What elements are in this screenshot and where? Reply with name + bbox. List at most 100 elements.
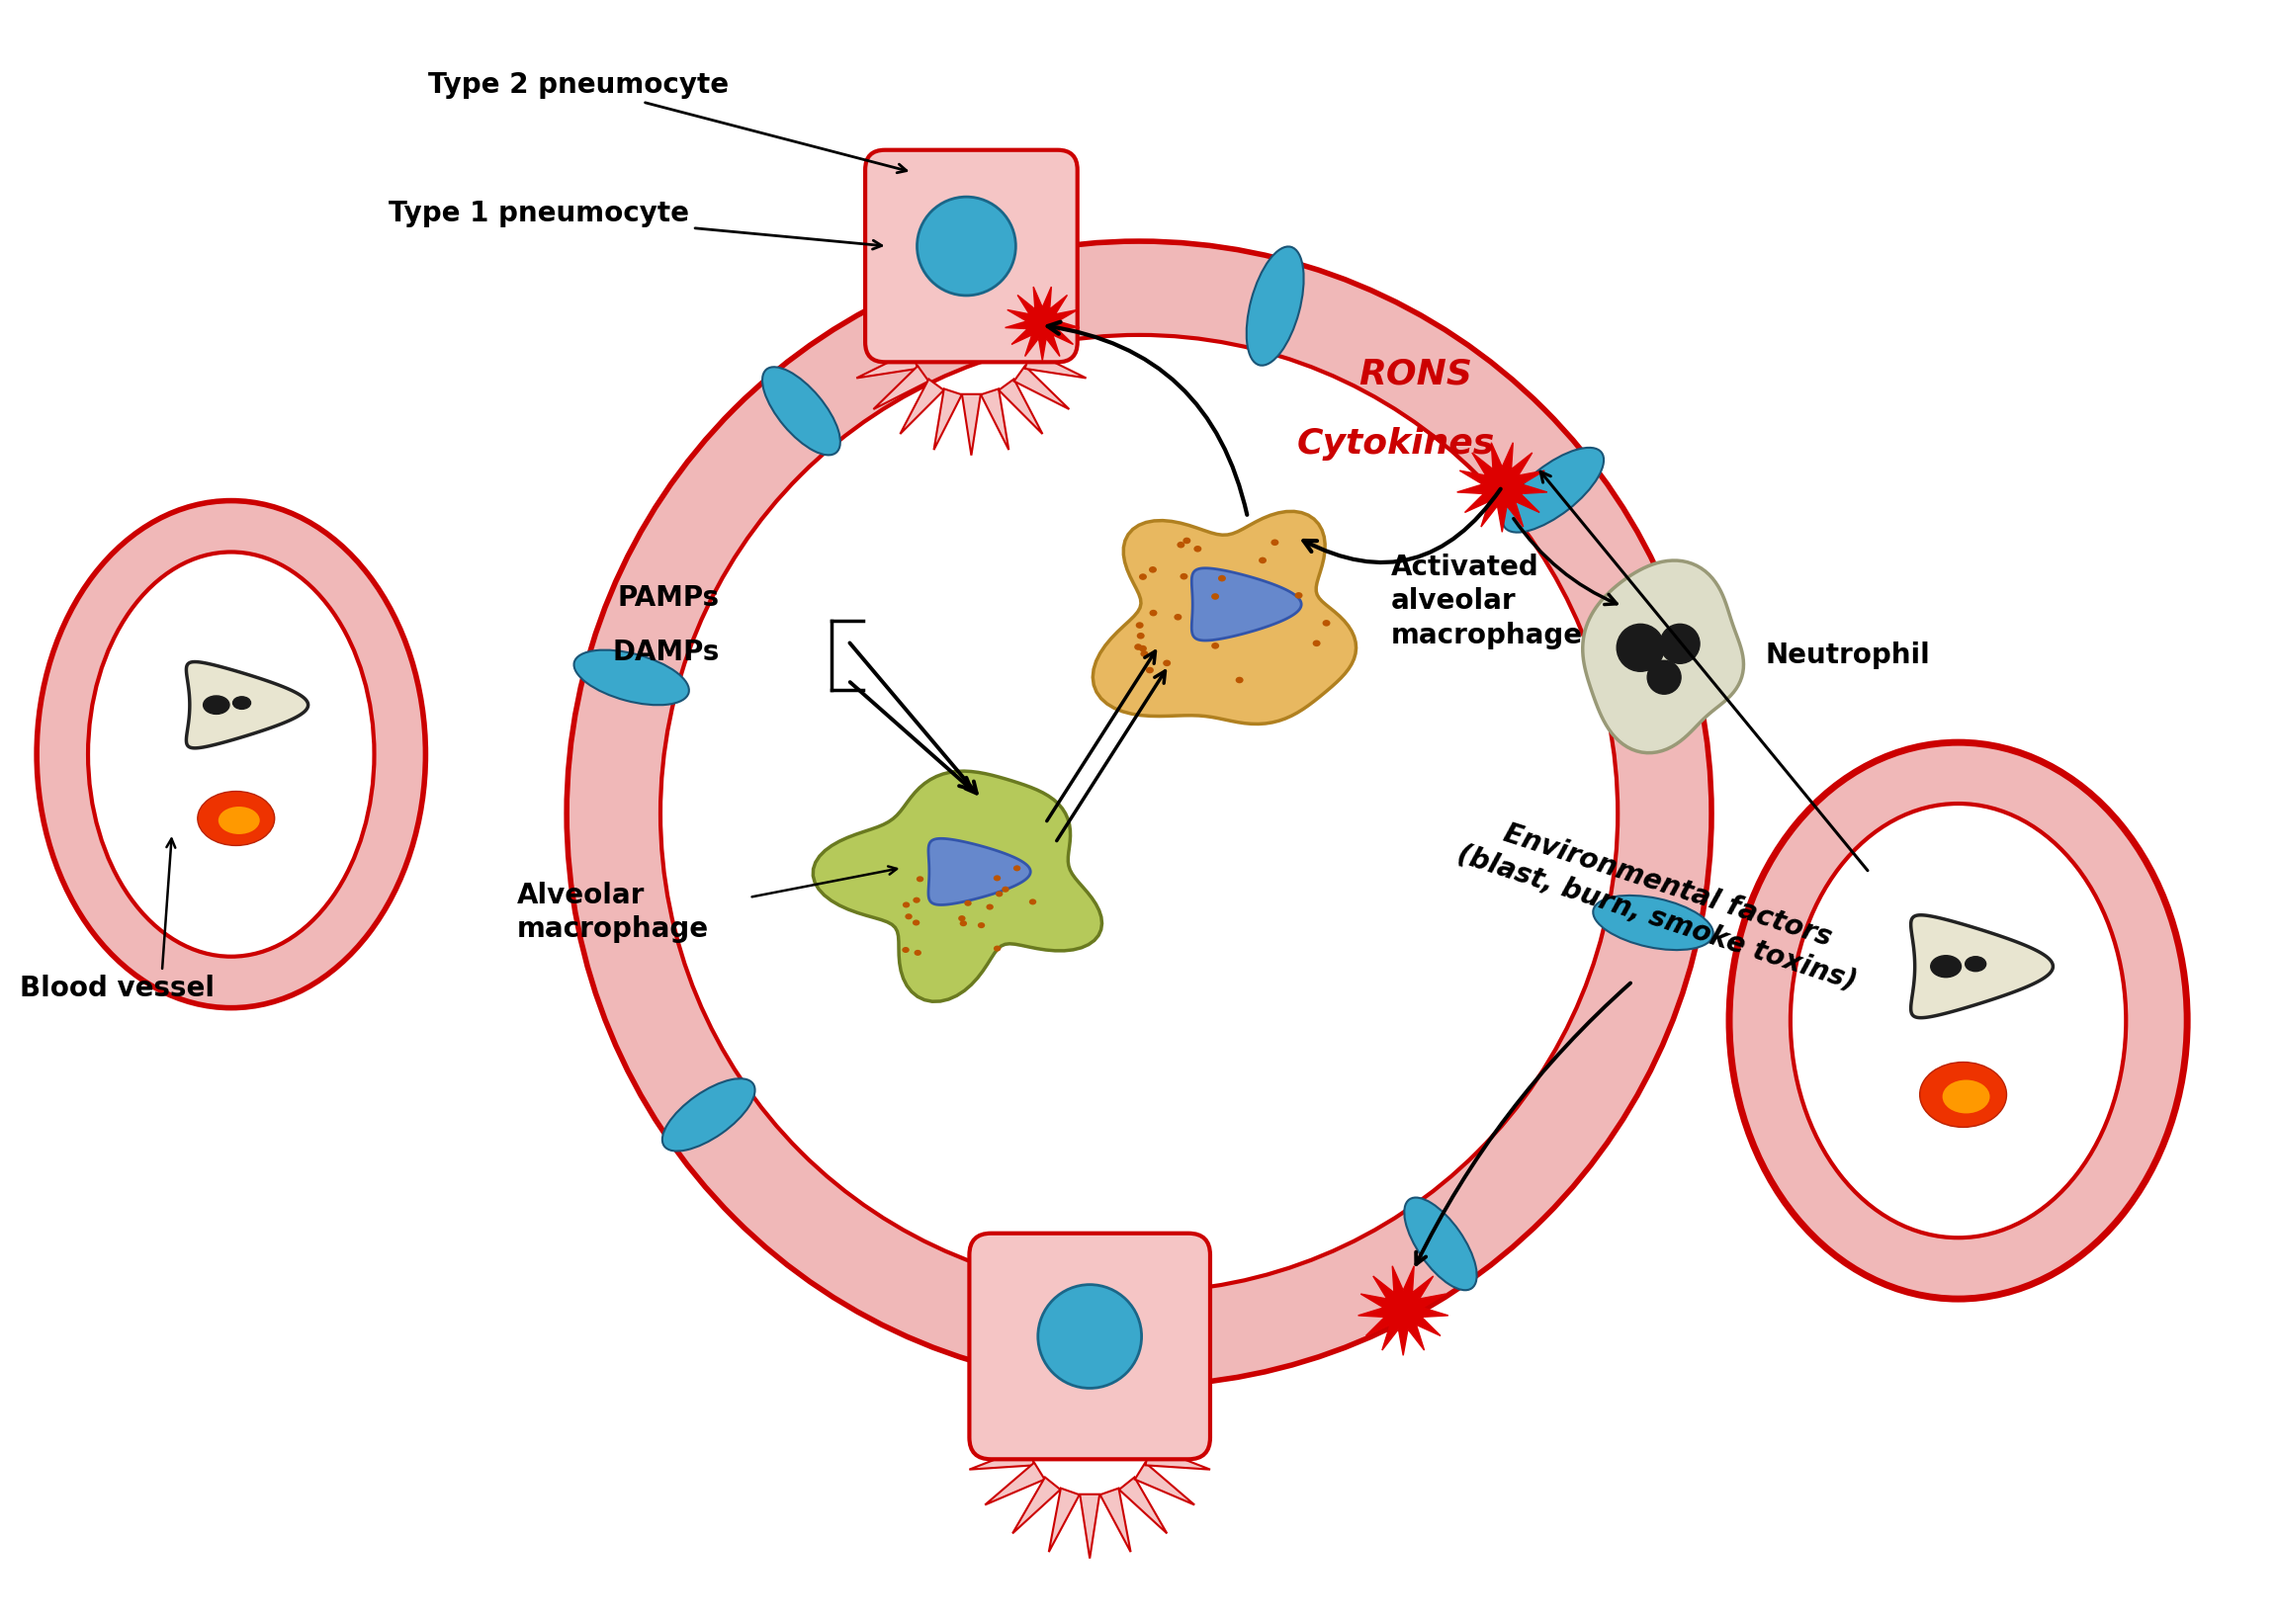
FancyBboxPatch shape	[970, 1233, 1209, 1460]
Ellipse shape	[1134, 643, 1143, 650]
Text: Environmental factors
(blast, burn, smoke toxins): Environmental factors (blast, burn, smok…	[1453, 809, 1869, 996]
Text: PAMPs: PAMPs	[617, 585, 720, 612]
Ellipse shape	[219, 807, 260, 835]
Ellipse shape	[1312, 640, 1321, 646]
Ellipse shape	[1236, 677, 1243, 684]
Polygon shape	[1100, 1488, 1132, 1553]
Text: Type 2 pneumocyte: Type 2 pneumocyte	[428, 71, 906, 172]
Text: Neutrophil: Neutrophil	[1765, 641, 1931, 669]
Text: DAMPs: DAMPs	[613, 638, 720, 666]
Ellipse shape	[1193, 546, 1202, 552]
Ellipse shape	[1246, 247, 1305, 365]
Ellipse shape	[902, 901, 911, 908]
Ellipse shape	[963, 900, 972, 906]
Ellipse shape	[1790, 804, 2127, 1237]
Ellipse shape	[913, 950, 922, 957]
Ellipse shape	[1323, 620, 1330, 627]
Ellipse shape	[913, 896, 920, 903]
Ellipse shape	[1296, 593, 1302, 599]
Ellipse shape	[1931, 955, 1960, 978]
Ellipse shape	[1164, 659, 1170, 666]
Text: Activated
alveolar
macrophage: Activated alveolar macrophage	[1391, 554, 1583, 650]
Polygon shape	[187, 663, 307, 749]
Ellipse shape	[1150, 609, 1157, 615]
Polygon shape	[1050, 1488, 1079, 1553]
Polygon shape	[1145, 1445, 1209, 1470]
Ellipse shape	[1013, 866, 1020, 870]
Polygon shape	[1013, 1478, 1061, 1533]
Ellipse shape	[1211, 593, 1218, 599]
Ellipse shape	[1646, 661, 1680, 693]
Ellipse shape	[763, 367, 840, 455]
Ellipse shape	[977, 922, 986, 929]
Ellipse shape	[89, 552, 373, 957]
Ellipse shape	[1405, 1197, 1478, 1289]
Ellipse shape	[198, 791, 276, 846]
Ellipse shape	[574, 650, 690, 705]
Ellipse shape	[1503, 448, 1603, 533]
Polygon shape	[981, 388, 1009, 450]
Text: Cytokines: Cytokines	[1296, 427, 1494, 460]
Ellipse shape	[1259, 557, 1266, 564]
Ellipse shape	[918, 197, 1016, 296]
Polygon shape	[874, 365, 929, 409]
Polygon shape	[970, 1445, 1034, 1470]
Ellipse shape	[663, 1078, 756, 1151]
Ellipse shape	[567, 242, 1712, 1385]
Ellipse shape	[1002, 887, 1009, 892]
Ellipse shape	[1728, 742, 2188, 1299]
Polygon shape	[1118, 1478, 1168, 1533]
Ellipse shape	[1136, 633, 1145, 640]
Ellipse shape	[1141, 651, 1148, 658]
Ellipse shape	[902, 947, 909, 953]
Text: Alveolar
macrophage: Alveolar macrophage	[517, 882, 708, 944]
Ellipse shape	[959, 921, 968, 926]
Ellipse shape	[1145, 667, 1154, 674]
Polygon shape	[1910, 914, 2054, 1018]
Ellipse shape	[1271, 539, 1280, 546]
Ellipse shape	[1136, 622, 1143, 628]
Polygon shape	[1457, 443, 1546, 533]
Polygon shape	[813, 771, 1102, 1002]
Polygon shape	[934, 388, 961, 450]
Ellipse shape	[1177, 541, 1184, 547]
Polygon shape	[1000, 378, 1043, 434]
Polygon shape	[1357, 1267, 1448, 1356]
Ellipse shape	[1660, 624, 1699, 664]
Polygon shape	[899, 378, 945, 434]
Ellipse shape	[904, 914, 913, 919]
Ellipse shape	[1179, 573, 1189, 580]
Polygon shape	[856, 351, 918, 378]
Ellipse shape	[986, 905, 993, 909]
Polygon shape	[1191, 568, 1302, 640]
Ellipse shape	[1211, 643, 1218, 650]
Ellipse shape	[993, 945, 1002, 952]
Ellipse shape	[1965, 957, 1986, 971]
Ellipse shape	[913, 919, 920, 926]
Ellipse shape	[1942, 1080, 1990, 1114]
Polygon shape	[1013, 365, 1070, 409]
Polygon shape	[1134, 1463, 1195, 1505]
Ellipse shape	[1175, 614, 1182, 620]
Polygon shape	[961, 395, 981, 455]
Ellipse shape	[232, 697, 250, 710]
Ellipse shape	[1218, 575, 1225, 581]
Ellipse shape	[993, 875, 1002, 882]
Ellipse shape	[1920, 1062, 2006, 1127]
Text: Type 1 pneumocyte: Type 1 pneumocyte	[389, 200, 881, 248]
Polygon shape	[929, 838, 1031, 905]
Ellipse shape	[1138, 573, 1148, 580]
Ellipse shape	[1617, 624, 1664, 671]
Polygon shape	[1025, 351, 1086, 378]
Polygon shape	[1093, 512, 1357, 724]
Ellipse shape	[1150, 567, 1157, 573]
Ellipse shape	[1594, 895, 1712, 950]
Polygon shape	[1079, 1494, 1100, 1559]
Ellipse shape	[995, 892, 1002, 896]
Ellipse shape	[36, 500, 426, 1009]
Ellipse shape	[975, 1262, 1031, 1380]
FancyBboxPatch shape	[865, 149, 1077, 362]
Ellipse shape	[660, 335, 1617, 1293]
Text: RONS: RONS	[1359, 357, 1473, 391]
Ellipse shape	[915, 875, 924, 882]
